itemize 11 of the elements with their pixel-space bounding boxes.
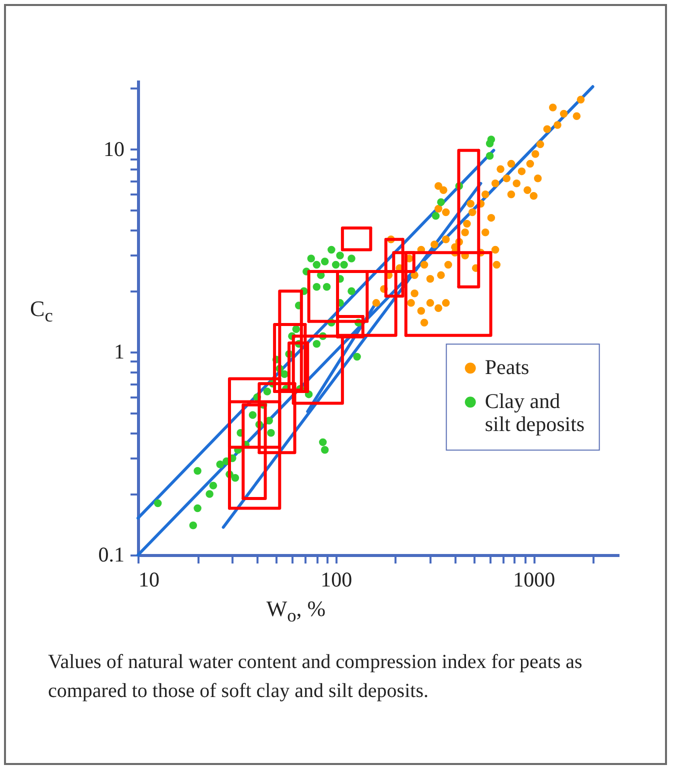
- y-tick-label: 0.1: [98, 542, 124, 566]
- legend-label: Clay and silt deposits: [484, 389, 585, 436]
- y-tick-label: 10: [104, 136, 124, 161]
- x-tick-label: 10: [138, 568, 160, 592]
- y-tick-label: 1: [114, 340, 124, 364]
- x-axis-title: W$_{o}$, %: [266, 596, 326, 626]
- y-axis-title: C$_{c}$: [30, 296, 53, 326]
- x-tick-label: 100: [320, 568, 352, 592]
- text: Values of natural water content and compression index for peats as compared to those of soft clay and silt deposits.: [48, 650, 584, 704]
- x-tick-label: 1000: [513, 568, 556, 592]
- legend-label: Peats: [484, 355, 530, 380]
